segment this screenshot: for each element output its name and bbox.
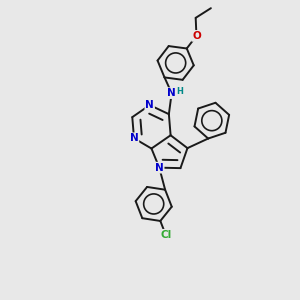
Text: H: H [176, 87, 183, 96]
Text: O: O [192, 31, 201, 41]
Text: N: N [167, 88, 176, 98]
Text: N: N [145, 100, 154, 110]
Text: N: N [130, 133, 138, 143]
Text: Cl: Cl [160, 230, 171, 240]
Text: N: N [155, 163, 164, 173]
